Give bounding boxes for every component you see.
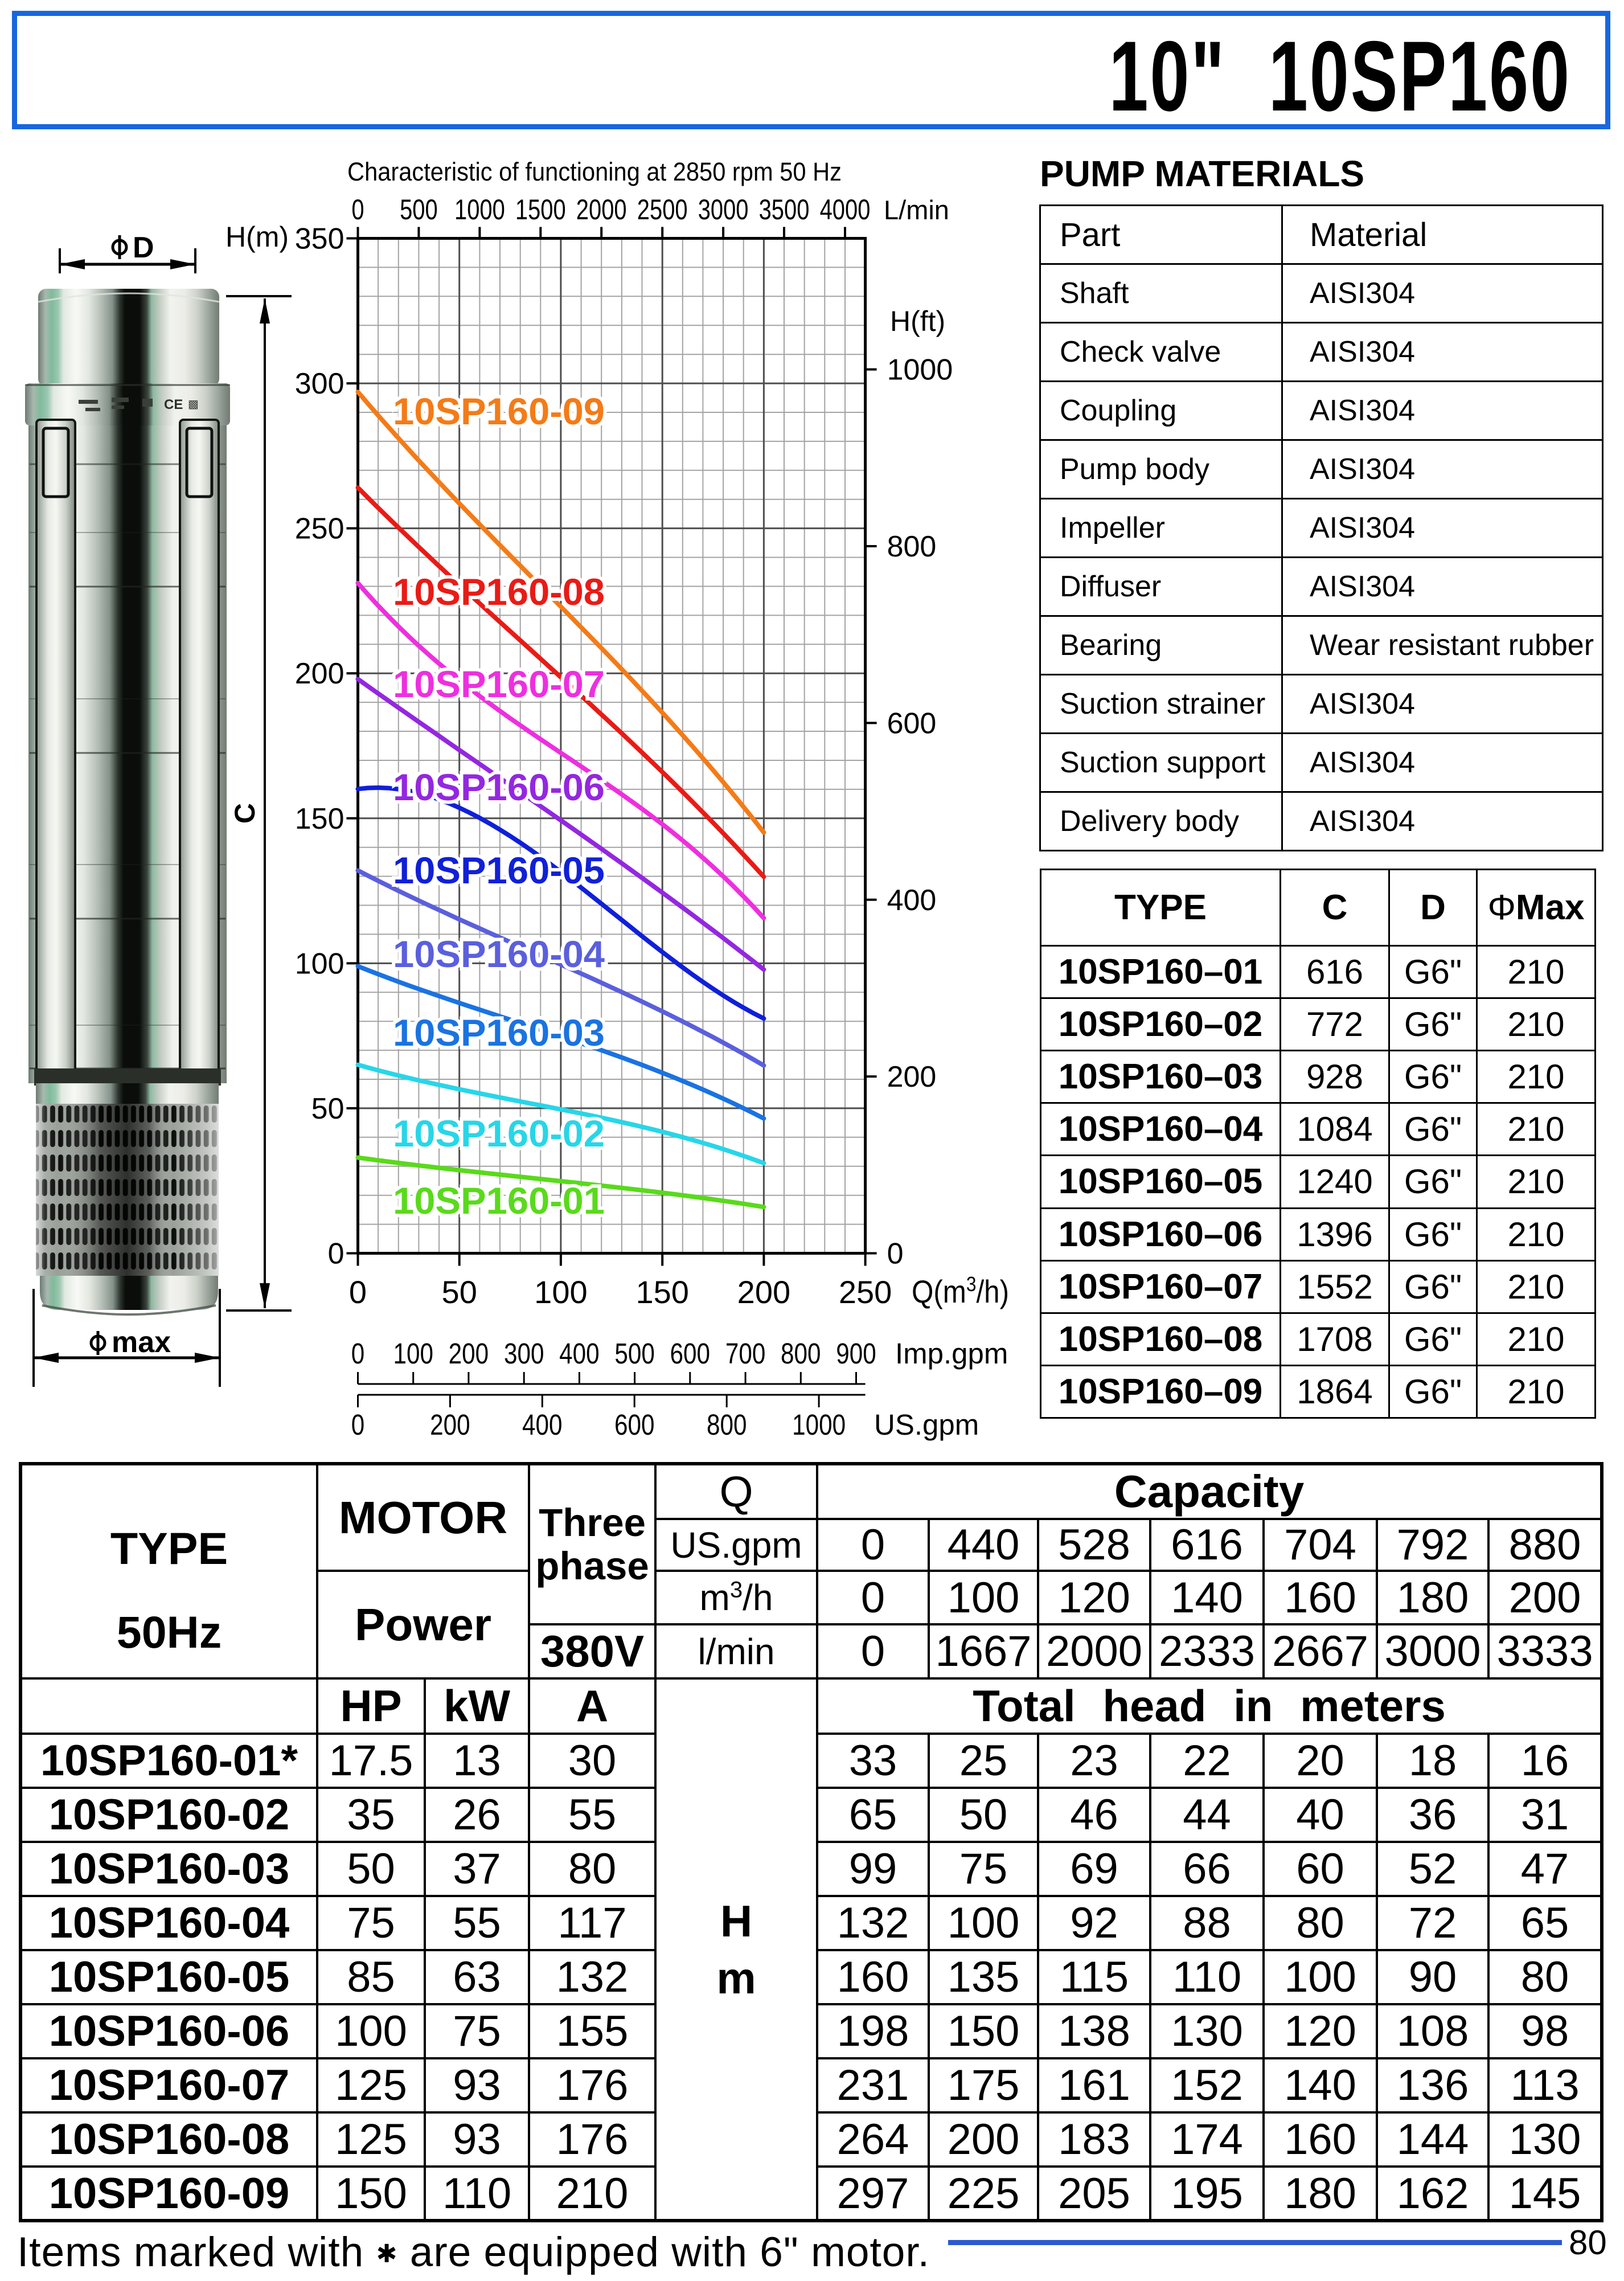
svg-text:600: 600 (614, 1408, 655, 1441)
svg-text:▩: ▩ (188, 398, 199, 411)
svg-text:50: 50 (311, 1092, 345, 1125)
svg-text:200: 200 (430, 1408, 470, 1441)
svg-text:Characteristic of functioning: Characteristic of functioning at 2850 rp… (347, 157, 842, 186)
svg-text:800: 800 (781, 1337, 821, 1370)
svg-text:0: 0 (351, 1408, 365, 1441)
svg-text:L/min: L/min (884, 195, 949, 225)
svg-text:C: C (229, 803, 261, 824)
svg-text:0: 0 (887, 1238, 904, 1271)
svg-text:200: 200 (449, 1337, 489, 1370)
svg-text:1500: 1500 (515, 194, 566, 226)
svg-text:600: 600 (887, 707, 937, 740)
svg-text:800: 800 (887, 530, 937, 563)
svg-text:10SP160-09: 10SP160-09 (393, 390, 605, 432)
svg-text:400: 400 (559, 1337, 600, 1370)
svg-text:500: 500 (614, 1337, 655, 1370)
svg-text:200: 200 (887, 1060, 937, 1094)
svg-text:US.gpm: US.gpm (874, 1408, 979, 1441)
svg-text:10SP160-04: 10SP160-04 (393, 933, 605, 975)
svg-text:10SP160-08: 10SP160-08 (393, 571, 605, 613)
svg-text:3000: 3000 (698, 194, 749, 226)
svg-text:250: 250 (295, 513, 345, 546)
svg-text:1000: 1000 (454, 194, 505, 226)
svg-text:H(ft): H(ft) (890, 305, 945, 337)
svg-text:50: 50 (442, 1274, 477, 1310)
svg-text:2500: 2500 (637, 194, 688, 226)
svg-text:0: 0 (349, 1274, 367, 1310)
svg-text:250: 250 (839, 1274, 892, 1310)
svg-text:500: 500 (400, 194, 438, 226)
svg-text:800: 800 (707, 1408, 747, 1441)
svg-text:400: 400 (887, 884, 937, 917)
svg-text:350: 350 (295, 223, 345, 256)
svg-text:200: 200 (737, 1274, 790, 1310)
svg-text:2000: 2000 (576, 194, 627, 226)
svg-text:4000: 4000 (820, 194, 871, 226)
svg-text:3500: 3500 (759, 194, 810, 226)
svg-text:10SP160-03: 10SP160-03 (393, 1011, 605, 1054)
svg-text:0: 0 (351, 1337, 365, 1370)
svg-text:150: 150 (295, 802, 345, 836)
svg-text:600: 600 (670, 1337, 711, 1370)
svg-text:900: 900 (836, 1337, 876, 1370)
svg-text:10SP160-02: 10SP160-02 (393, 1112, 605, 1154)
svg-text:700: 700 (725, 1337, 766, 1370)
svg-text:10SP160-05: 10SP160-05 (393, 849, 605, 891)
svg-text:Imp.gpm: Imp.gpm (895, 1337, 1008, 1370)
svg-text:D: D (133, 231, 154, 264)
svg-text:200: 200 (295, 657, 345, 690)
svg-text:10SP160-01: 10SP160-01 (393, 1180, 605, 1222)
svg-text:0: 0 (328, 1238, 345, 1271)
svg-text:0: 0 (351, 194, 364, 226)
svg-text:300: 300 (295, 367, 345, 400)
svg-text:400: 400 (522, 1408, 563, 1441)
svg-text:1000: 1000 (792, 1408, 846, 1441)
svg-text:10SP160-06: 10SP160-06 (393, 766, 605, 808)
svg-text:Q(m3/h): Q(m3/h) (912, 1272, 1009, 1309)
svg-text:CE: CE (164, 397, 183, 412)
svg-text:max: max (112, 1326, 171, 1359)
svg-text:1000: 1000 (887, 354, 953, 387)
svg-text:100: 100 (393, 1337, 433, 1370)
svg-text:100: 100 (295, 947, 345, 980)
svg-text:300: 300 (504, 1337, 544, 1370)
svg-text:150: 150 (635, 1274, 688, 1310)
svg-text:10SP160-07: 10SP160-07 (393, 663, 605, 705)
svg-text:100: 100 (534, 1274, 587, 1310)
svg-text:H(m): H(m) (225, 221, 289, 253)
